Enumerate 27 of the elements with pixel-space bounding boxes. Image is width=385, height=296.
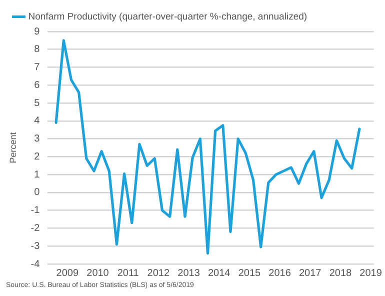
x-tick-label: 2009 — [56, 268, 79, 279]
x-tick-label: 2012 — [147, 268, 170, 279]
x-tick-label: 2015 — [238, 268, 262, 279]
y-tick-label: 3 — [34, 134, 40, 145]
y-tick-label: 8 — [34, 44, 40, 56]
y-tick-label: 1 — [34, 169, 40, 180]
y-tick-label: 4 — [34, 116, 40, 127]
x-tick-label: 2019 — [360, 268, 382, 279]
y-axis-title: Percent — [8, 132, 18, 164]
x-tick-label: 2016 — [268, 268, 292, 279]
legend-label: Nonfarm Productivity (quarter-over-quarter %-change, annualized) — [28, 11, 308, 22]
y-tick-label: 7 — [34, 62, 40, 74]
x-tick-label: 2011 — [117, 268, 140, 279]
y-tick-label: -1 — [30, 205, 40, 216]
y-tick-label: 2 — [34, 151, 40, 162]
y-tick-label: -3 — [30, 240, 40, 252]
y-tick-label: -4 — [30, 258, 40, 270]
x-tick-label: 2017 — [299, 268, 322, 279]
y-tick-label: 5 — [34, 98, 40, 109]
x-tick-label: 2014 — [208, 268, 231, 279]
y-tick-label: 6 — [34, 80, 40, 91]
x-tick-label: 2018 — [329, 268, 352, 279]
y-tick-label: 9 — [34, 26, 40, 38]
x-tick-label: 2010 — [86, 268, 110, 279]
y-tick-label: -2 — [30, 222, 40, 234]
x-tick-label: 2013 — [178, 268, 200, 279]
y-tick-label: 0 — [34, 187, 40, 198]
